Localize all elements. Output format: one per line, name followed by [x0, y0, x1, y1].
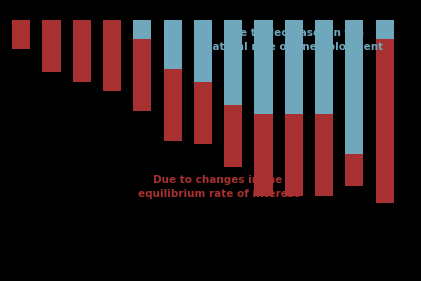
Bar	[376, 20, 394, 39]
Bar	[133, 39, 152, 111]
Bar	[315, 114, 333, 196]
Bar	[194, 82, 212, 144]
Bar	[345, 20, 363, 154]
Bar	[12, 20, 30, 49]
Bar	[43, 20, 61, 72]
Text: Due to changes in the
equilibrium rate of interest: Due to changes in the equilibrium rate o…	[138, 175, 298, 199]
Bar	[194, 20, 212, 82]
Bar	[73, 20, 91, 82]
Bar	[224, 105, 242, 167]
Bar	[103, 20, 121, 92]
Bar	[315, 20, 333, 114]
Bar	[254, 114, 272, 196]
Bar	[163, 69, 182, 140]
Bar	[345, 154, 363, 186]
Bar	[224, 20, 242, 105]
Bar	[376, 39, 394, 203]
Text: Due to decreases in the
natural rate of unemployment: Due to decreases in the natural rate of …	[205, 28, 383, 52]
Bar	[254, 20, 272, 114]
Bar	[163, 20, 182, 69]
Bar	[285, 20, 303, 114]
Bar	[133, 20, 152, 39]
Bar	[285, 114, 303, 196]
